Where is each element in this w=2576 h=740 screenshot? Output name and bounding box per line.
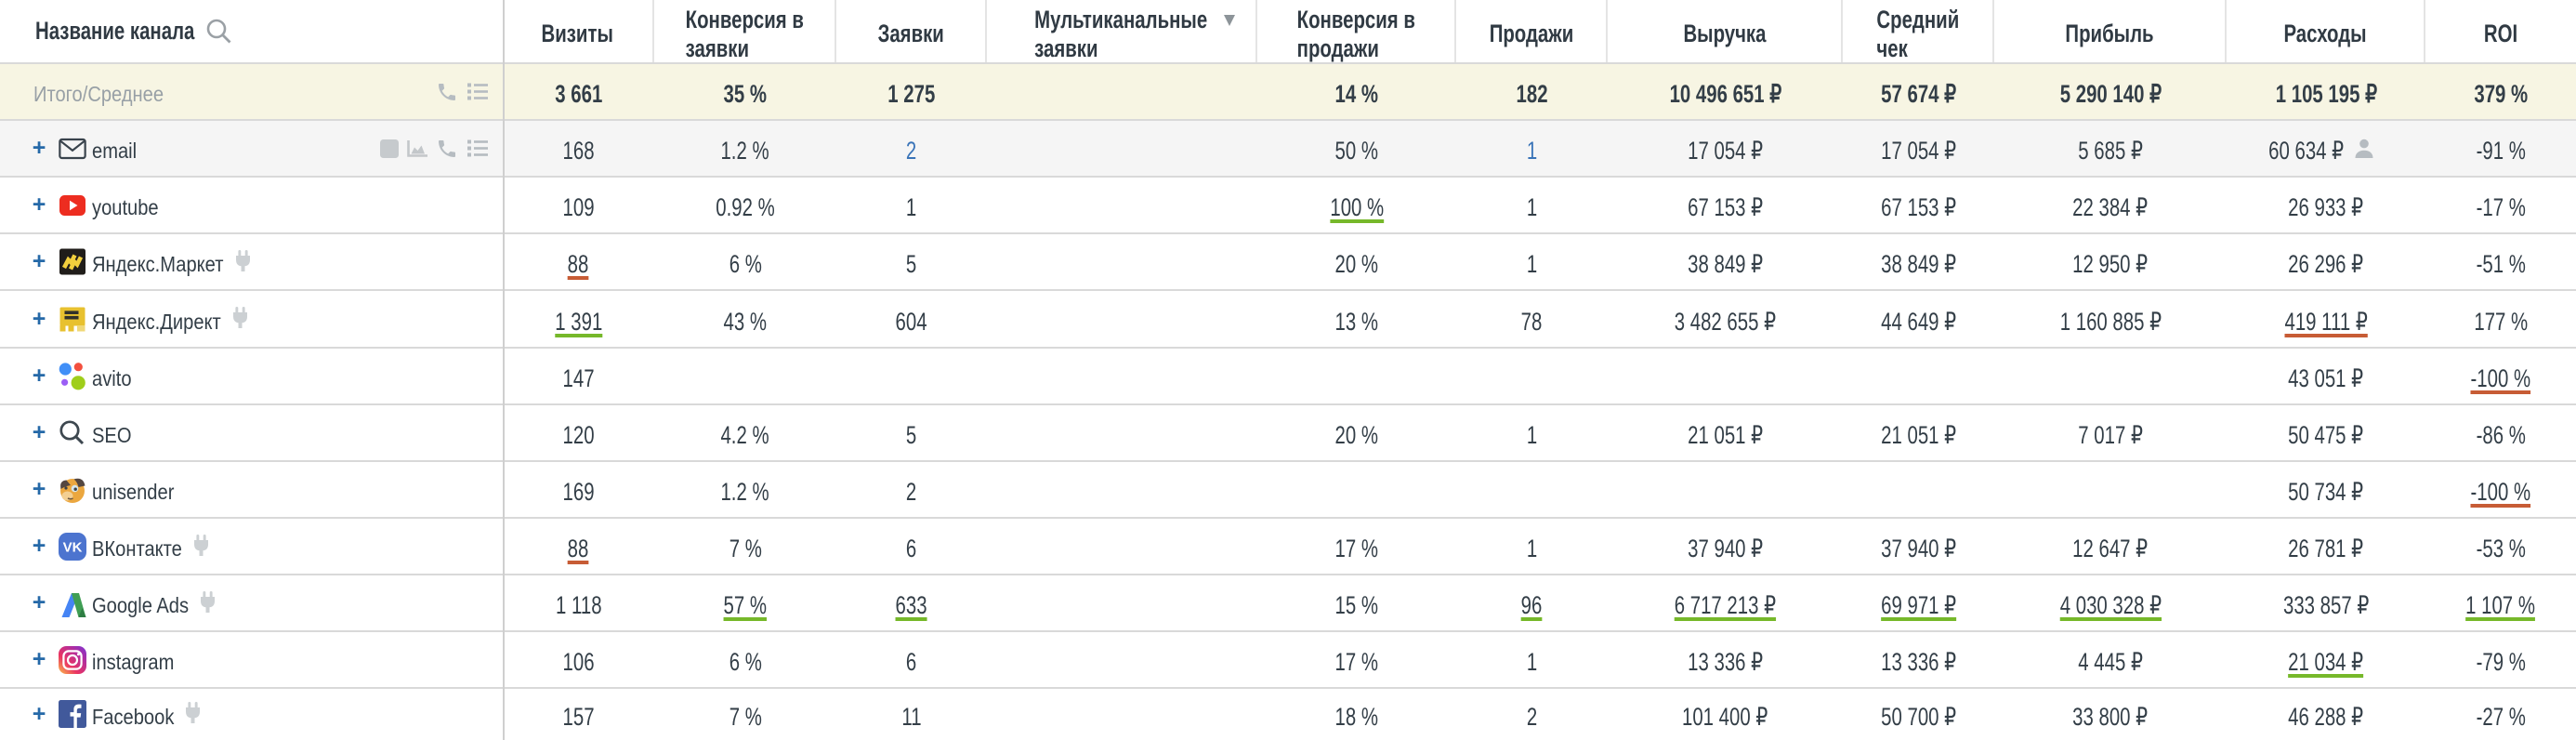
svg-text:VK: VK (63, 539, 83, 555)
